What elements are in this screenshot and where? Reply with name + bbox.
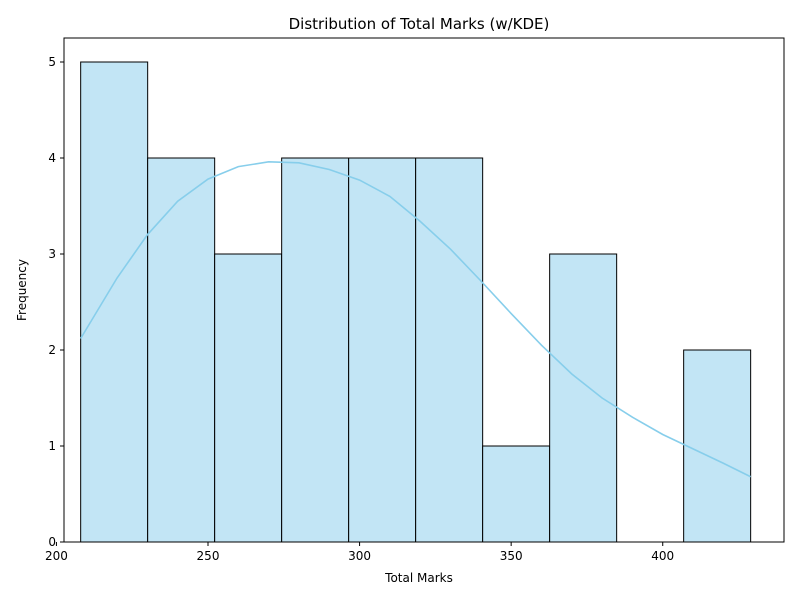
y-tick-label: 5 (48, 55, 56, 69)
chart-title: Distribution of Total Marks (w/KDE) (289, 15, 550, 33)
x-tick-label: 400 (651, 549, 674, 563)
histogram-bar (147, 157, 216, 543)
y-tick-label: 1 (48, 439, 56, 453)
histogram-bar (482, 445, 551, 543)
x-tick-label: 200 (45, 549, 68, 563)
x-axis-label: Total Marks (384, 571, 453, 585)
y-tick-label: 3 (48, 247, 56, 261)
bars-group (80, 61, 752, 543)
x-axis: 200 250 300 350 400 (45, 542, 674, 563)
histogram-bar (549, 253, 618, 543)
y-tick-label: 4 (48, 151, 56, 165)
x-tick-label: 300 (348, 549, 371, 563)
y-axis: 0 1 2 3 4 5 (48, 55, 64, 549)
histogram-bar (80, 61, 149, 543)
y-tick-label: 0 (48, 535, 56, 549)
kde-curve (79, 161, 752, 478)
y-axis-label: Frequency (15, 259, 29, 321)
histogram-bar (415, 157, 484, 543)
histogram-bar (683, 349, 752, 543)
x-tick-label: 250 (197, 549, 220, 563)
histogram-bar (281, 157, 350, 543)
histogram-bar (214, 253, 283, 543)
histogram-bar (348, 157, 417, 543)
y-tick-label: 2 (48, 343, 56, 357)
plot-frame (63, 37, 785, 543)
x-tick-label: 350 (500, 549, 523, 563)
